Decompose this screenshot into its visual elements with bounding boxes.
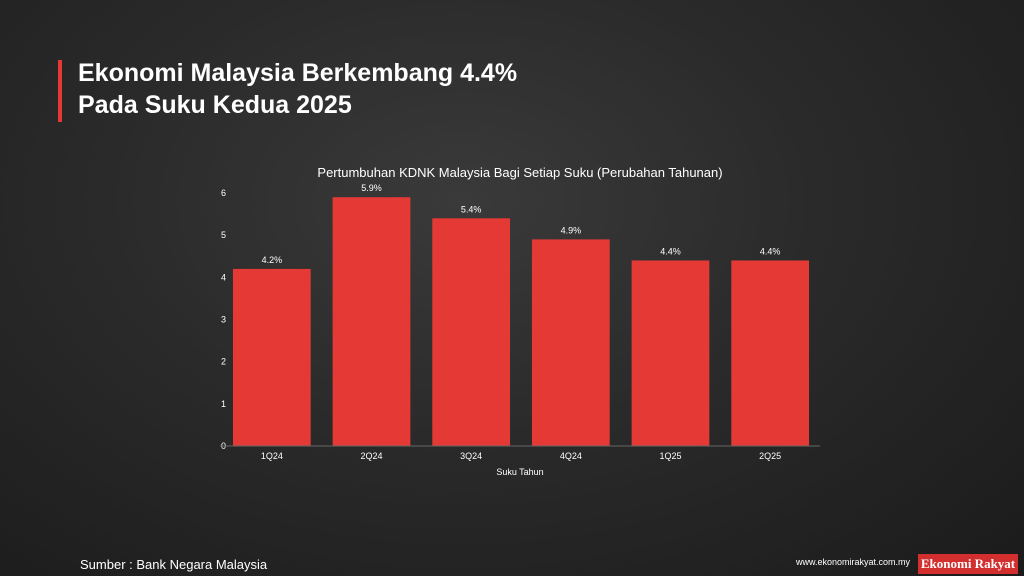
bar-4q24 [531,239,610,446]
bar-value-label: 4.2% [262,255,283,265]
bar-value-label: 4.4% [760,246,781,256]
page-title-line-2: Pada Suku Kedua 2025 [78,91,352,119]
bar-2q24 [332,197,411,446]
y-tick-label: 3 [221,315,226,325]
x-axis-label: Suku Tahun [496,467,543,477]
bar-value-label: 5.9% [361,183,382,193]
y-tick-label: 1 [221,399,226,409]
title-accent-bar [58,60,62,122]
page-title-line-1: Ekonomi Malaysia Berkembang 4.4% [78,59,518,87]
x-tick-label: 1Q24 [261,451,283,461]
page-title: Ekonomi Malaysia Berkembang 4.4% Pada Su… [78,57,517,121]
y-tick-label: 5 [221,230,226,240]
bar-value-label: 4.4% [660,246,681,256]
bar-value-label: 5.4% [461,204,482,214]
brand-logo: Ekonomi Rakyat [918,554,1018,574]
bar-2q25 [731,260,810,446]
y-tick-label: 2 [221,357,226,367]
x-tick-label: 2Q24 [360,451,382,461]
y-tick-label: 6 [221,188,226,198]
x-tick-label: 2Q25 [759,451,781,461]
x-tick-label: 3Q24 [460,451,482,461]
bar-value-label: 4.9% [561,225,582,235]
y-tick-label: 4 [221,272,226,282]
bar-3q24 [432,218,511,446]
x-tick-label: 4Q24 [560,451,582,461]
bars-group [232,197,810,446]
chart-title: Pertumbuhan KDNK Malaysia Bagi Setiap Su… [317,165,722,180]
website-url: www.ekonomirakyat.com.my [796,557,911,567]
x-tick-label: 1Q25 [659,451,681,461]
bar-1q24 [232,268,311,446]
bar-1q25 [631,260,710,446]
bar-data-labels: 4.2% 5.9% 5.4% 4.9% 4.4% 4.4% [262,183,781,265]
source-note: Sumber : Bank Negara Malaysia [80,557,268,572]
x-axis-ticks: 1Q24 2Q24 3Q24 4Q24 1Q25 2Q25 [261,451,781,461]
